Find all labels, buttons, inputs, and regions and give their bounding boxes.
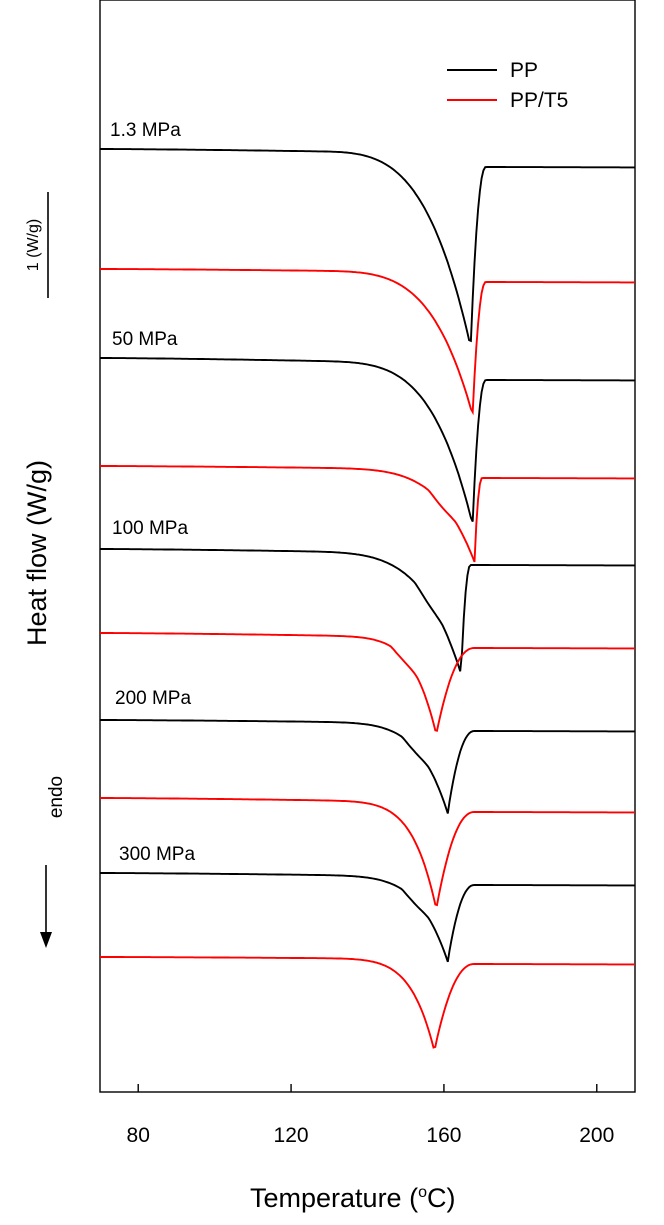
series-line-pp-4 xyxy=(100,872,635,963)
x-axis-title-degree: o xyxy=(418,1184,427,1201)
series-line-pp-0 xyxy=(100,148,635,343)
pressure-annotations: 1.3 MPa 50 MPa 100 MPa 200 MPa 300 MPa xyxy=(110,120,195,865)
series-line-pp-t5-0 xyxy=(100,268,635,416)
x-axis-title-unit: C) xyxy=(427,1183,456,1213)
scale-bar: 1 (W/g) xyxy=(25,192,49,298)
series-line-pp-1 xyxy=(100,357,635,522)
endo-indicator: endo xyxy=(40,776,67,948)
series-line-pp-t5-4 xyxy=(100,956,635,1049)
x-tick-label: 160 xyxy=(426,1124,461,1147)
plot-frame xyxy=(99,0,636,1093)
x-tick-label: 200 xyxy=(579,1124,614,1147)
series-line-pp-t5-2 xyxy=(100,632,635,732)
y-axis-title: Heat flow (W/g) xyxy=(22,460,52,646)
annotation-1-3-mpa: 1.3 MPa xyxy=(110,120,181,141)
x-axis-title: Temperature (oC) xyxy=(250,1183,455,1213)
series-line-pp-t5-1 xyxy=(100,465,635,563)
scale-bar-label: 1 (W/g) xyxy=(25,219,42,271)
annotation-100-mpa: 100 MPa xyxy=(112,518,188,539)
annotation-50-mpa: 50 MPa xyxy=(112,329,178,350)
annotation-300-mpa: 300 MPa xyxy=(119,844,195,865)
annotation-200-mpa: 200 MPa xyxy=(115,688,191,709)
endo-arrow-head-icon xyxy=(40,932,52,948)
legend-label-pp-t5: PP/T5 xyxy=(510,89,568,112)
x-axis-title-main: Temperature ( xyxy=(250,1183,418,1213)
legend: PP PP/T5 xyxy=(447,59,568,112)
x-axis-ticks: 80 120 160 200 xyxy=(127,1084,614,1147)
endo-label: endo xyxy=(46,776,67,818)
series-line-pp-2 xyxy=(100,548,635,672)
x-tick-label: 120 xyxy=(274,1124,309,1147)
legend-label-pp: PP xyxy=(510,59,538,82)
x-tick-label: 80 xyxy=(127,1124,150,1147)
series-line-pp-3 xyxy=(100,719,635,814)
curves-group xyxy=(100,148,635,1049)
series-line-pp-t5-3 xyxy=(100,797,635,907)
